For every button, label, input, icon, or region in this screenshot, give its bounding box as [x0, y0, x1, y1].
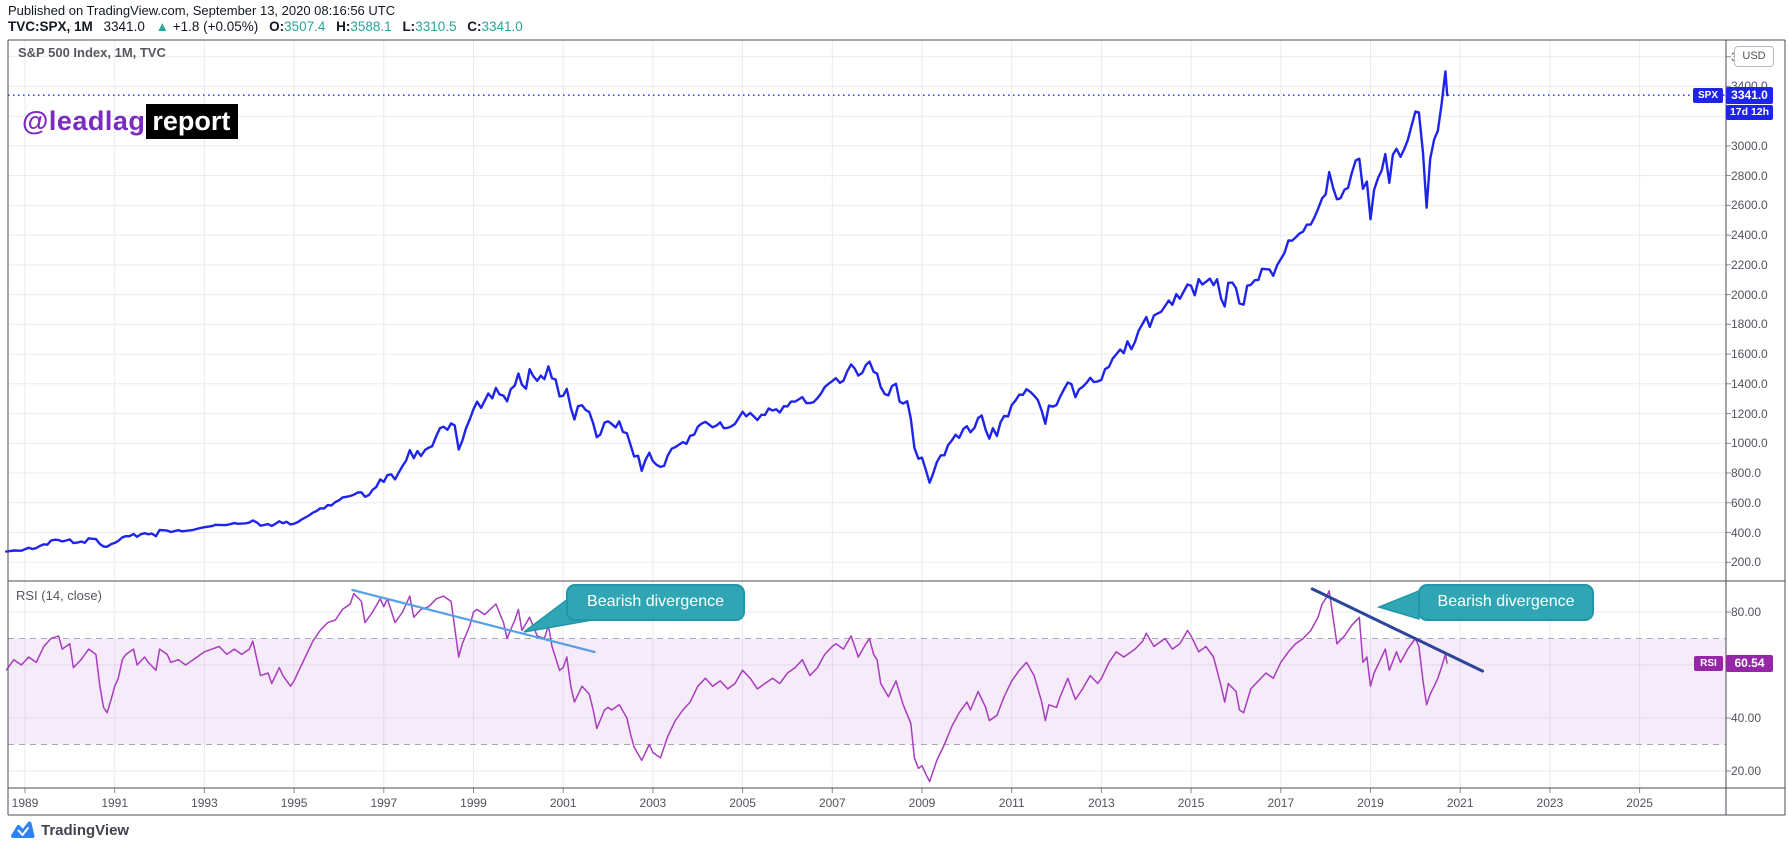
open-label: O: — [269, 19, 285, 34]
price-tick-label: 1000.0 — [1731, 436, 1768, 451]
symbol-name[interactable]: TVC:SPX, 1M — [8, 19, 93, 34]
price-tick-label: 1200.0 — [1731, 406, 1768, 421]
time-tick-label: 2011 — [998, 796, 1025, 810]
rsi-legend[interactable]: RSI (14, close) — [16, 588, 102, 603]
price-tick-label: 2200.0 — [1731, 257, 1768, 272]
watermark-report: report — [146, 104, 239, 139]
price-tick-label: 2800.0 — [1731, 168, 1768, 183]
close-value: 3341.0 — [481, 19, 523, 34]
price-tick-label: 3000.0 — [1731, 138, 1768, 153]
low-value: 3310.5 — [415, 19, 457, 34]
divergence-trendline-1[interactable] — [351, 588, 596, 654]
rsi-tick-label: 20.00 — [1731, 764, 1762, 778]
time-tick-label: 1989 — [11, 796, 39, 810]
footer: TradingView — [10, 820, 129, 841]
time-tick-label: 2023 — [1536, 796, 1564, 810]
price-tick-label: 600.0 — [1731, 495, 1762, 510]
rsi-tick-label: 80.00 — [1731, 605, 1762, 619]
spx-price-line — [4, 70, 1449, 553]
price-tick-label: 200.0 — [1731, 555, 1762, 570]
symbol-tag: SPX — [1693, 87, 1723, 103]
symbol-status-line: TVC:SPX, 1M 3341.0 ▲ +1.8 (+0.05%) O:350… — [8, 19, 523, 34]
low-label: L: — [402, 19, 416, 34]
rsi-band — [8, 638, 1726, 745]
published-line: Published on TradingView.com, September … — [8, 3, 396, 18]
price-change: +1.8 (+0.05%) — [172, 19, 259, 34]
divergence-trendline-2[interactable] — [1310, 587, 1485, 673]
open-value: 3507.4 — [284, 19, 326, 34]
rsi-tick-label: 40.00 — [1731, 711, 1762, 725]
time-tick-label: 2009 — [908, 796, 936, 810]
price-tick-label: 2400.0 — [1731, 228, 1768, 243]
up-arrow-icon: ▲ — [155, 19, 169, 34]
currency-button[interactable]: USD — [1734, 46, 1774, 67]
time-tick-label: 2017 — [1267, 796, 1295, 810]
rsi-value-tag: 60.54 — [1726, 655, 1773, 673]
time-tick-label: 2013 — [1088, 796, 1115, 810]
time-tick-label: 2001 — [549, 796, 577, 810]
tradingview-logo-icon[interactable] — [10, 820, 35, 841]
bearish-divergence-callout-2[interactable]: Bearish divergence — [1418, 584, 1594, 621]
rsi-line — [5, 590, 1448, 783]
last-price: 3341.0 — [103, 19, 145, 34]
price-tick-label: 1600.0 — [1731, 347, 1768, 362]
time-tick-label: 1995 — [280, 796, 308, 810]
brand-name[interactable]: TradingView — [41, 822, 130, 839]
high-label: H: — [336, 19, 351, 34]
watermark-handle: @leadlag — [22, 106, 146, 136]
last-price-tag: 3341.0 — [1726, 86, 1773, 104]
watermark: @leadlag report — [22, 104, 239, 139]
time-tick-label: 2007 — [818, 796, 846, 810]
time-tick-label: 2005 — [729, 796, 756, 810]
main-chart-legend[interactable]: S&P 500 Index, 1M, TVC — [18, 45, 166, 60]
close-label: C: — [467, 19, 482, 34]
time-tick-label: 2003 — [639, 796, 667, 810]
time-tick-label: 1999 — [460, 796, 487, 810]
price-tick-label: 1400.0 — [1731, 376, 1768, 391]
time-tick-label: 2021 — [1446, 796, 1474, 810]
price-tick-label: 2600.0 — [1731, 198, 1768, 213]
bar-countdown-tag: 17d 12h — [1726, 104, 1773, 120]
time-tick-label: 2019 — [1357, 796, 1384, 810]
time-tick-label: 2015 — [1177, 796, 1205, 810]
bearish-divergence-callout-1[interactable]: Bearish divergence — [566, 584, 745, 621]
time-tick-label: 1991 — [101, 796, 129, 810]
price-tick-label: 2000.0 — [1731, 287, 1768, 302]
time-tick-label: 1993 — [191, 796, 218, 810]
time-tick-label: 2025 — [1626, 796, 1653, 810]
price-tick-label: 1800.0 — [1731, 317, 1768, 332]
rsi-tag-label: RSI — [1694, 656, 1723, 672]
price-tick-label: 400.0 — [1731, 525, 1762, 540]
high-value: 3588.1 — [350, 19, 392, 34]
price-tick-label: 800.0 — [1731, 466, 1762, 480]
time-tick-label: 1997 — [370, 796, 398, 810]
